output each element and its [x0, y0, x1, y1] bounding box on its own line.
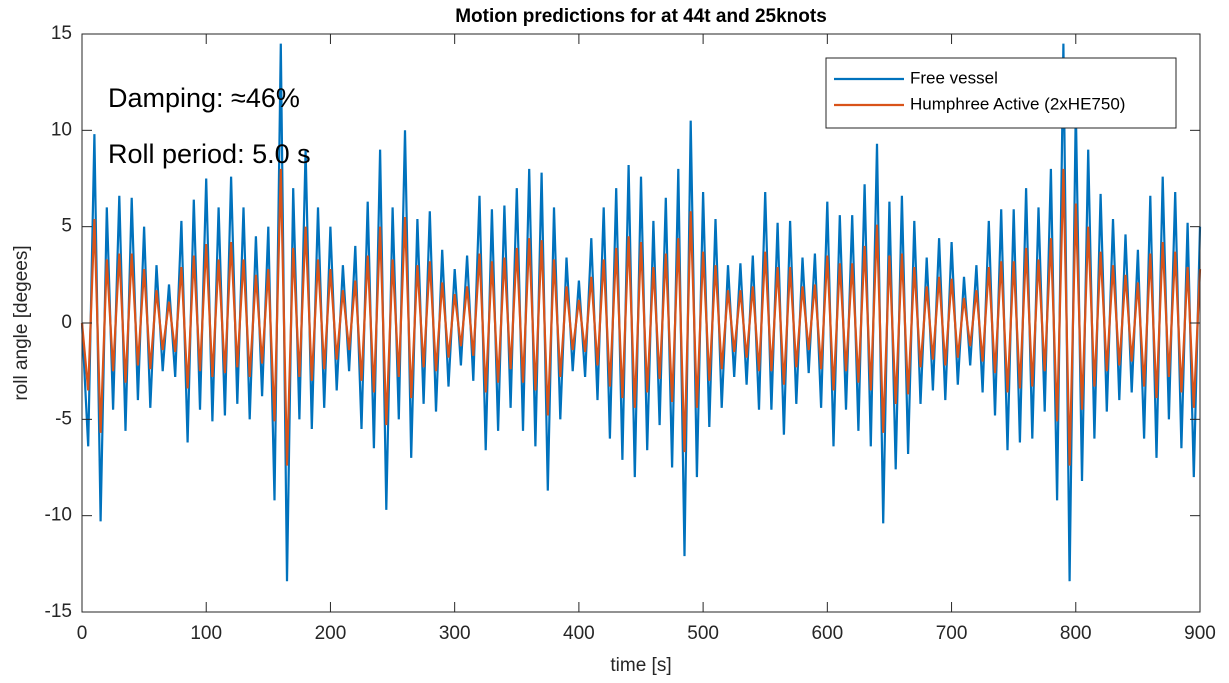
y-tick-label: -10	[45, 505, 72, 526]
x-tick-label: 0	[77, 623, 88, 644]
y-tick-label: 10	[51, 119, 72, 140]
y-tick-label: -5	[55, 408, 72, 429]
x-tick-label: 500	[687, 623, 719, 644]
legend-label: Humphree Active (2xHE750)	[910, 94, 1125, 113]
x-tick-label: 200	[315, 623, 347, 644]
data-line	[80, 43, 1202, 582]
x-tick-label: 400	[563, 623, 595, 644]
annotation: Roll period: 5.0 s	[108, 139, 311, 169]
annotation: Damping: ≈46%	[108, 83, 300, 113]
y-axis-label: roll angle [degees]	[11, 245, 32, 400]
legend-label: Free vessel	[910, 68, 998, 87]
x-axis-label: time [s]	[610, 655, 671, 676]
x-tick-label: 900	[1184, 623, 1216, 644]
x-tick-label: 800	[1060, 623, 1092, 644]
chart-title: Motion predictions for at 44t and 25knot…	[455, 6, 827, 27]
y-tick-label: 15	[51, 23, 72, 44]
x-tick-label: 300	[439, 623, 471, 644]
legend-box	[825, 57, 1177, 129]
x-tick-label: 600	[811, 623, 843, 644]
x-tick-label: 700	[936, 623, 968, 644]
y-tick-label: 5	[61, 216, 72, 237]
data-line	[80, 168, 1202, 466]
x-tick-label: 100	[190, 623, 222, 644]
y-tick-label: -15	[45, 601, 72, 622]
y-tick-label: 0	[61, 312, 72, 333]
